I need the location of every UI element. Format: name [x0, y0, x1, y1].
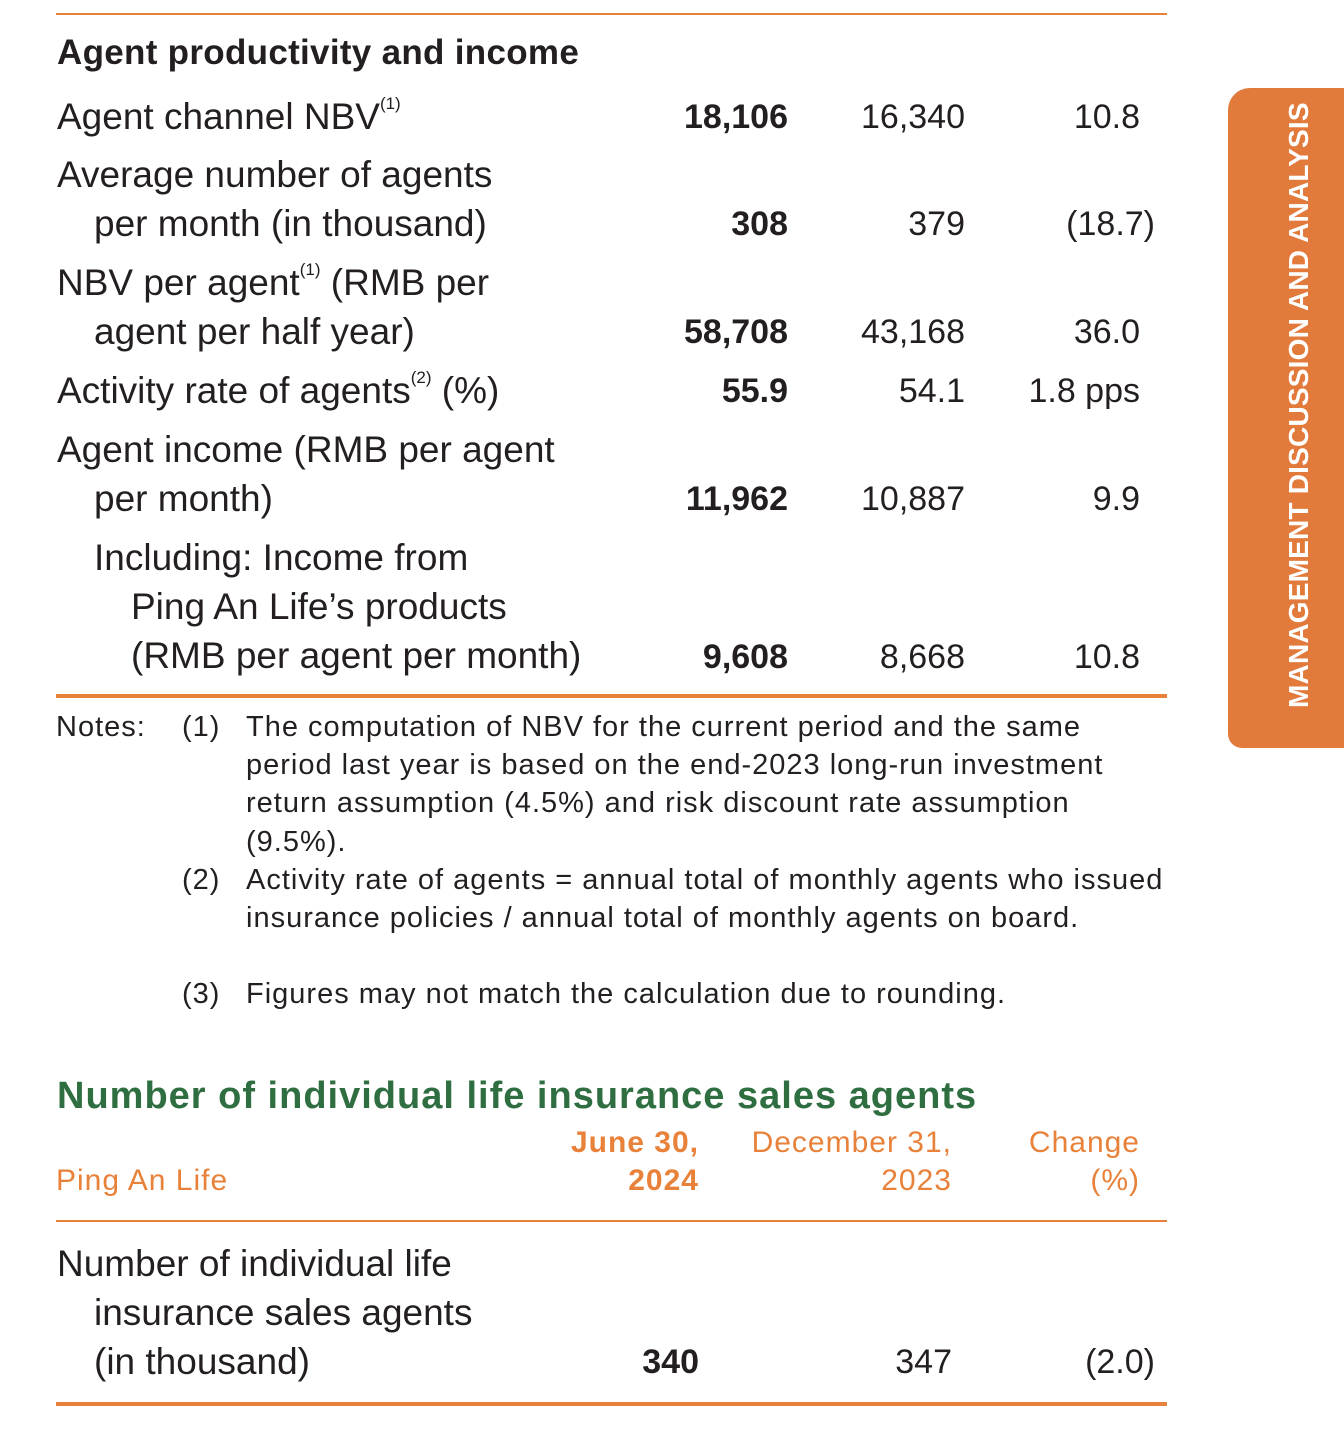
header-change: Change (%)	[1028, 1126, 1140, 1197]
value-change: (18.7)	[1066, 205, 1155, 243]
value-current: 18,106	[684, 98, 788, 136]
row-label-sales-agents: Number of individual life insurance sale…	[57, 1243, 473, 1382]
header-prior-period: December 31, 2023	[751, 1126, 952, 1197]
row-label-agent-income: Agent income (RMB per agent per month)	[57, 429, 555, 519]
notes-label: Notes:	[56, 711, 146, 743]
row-label-income-ping-an-products: Including: Income from Ping An Life’s pr…	[94, 537, 582, 676]
value-change: (2.0)	[1085, 1343, 1155, 1381]
value-current: 340	[642, 1343, 699, 1381]
row-label-average-agents: Average number of agents per month (in t…	[57, 154, 493, 244]
value-prior: 16,340	[861, 98, 965, 136]
side-tab-label: MANAGEMENT DISCUSSION AND ANALYSIS	[1283, 102, 1314, 708]
note-number: (2)	[182, 864, 221, 896]
value-prior: 379	[908, 205, 965, 243]
section-title-sales-agents: Number of individual life insurance sale…	[57, 1075, 978, 1117]
value-current: 9,608	[702, 638, 788, 676]
note-number: (1)	[182, 711, 221, 743]
note-text: The computation of NBV for the current p…	[246, 711, 1104, 858]
side-tab	[1228, 88, 1344, 748]
value-current: 11,962	[685, 480, 788, 518]
value-change: 36.0	[1073, 313, 1140, 351]
value-change: 9.9	[1092, 480, 1140, 518]
value-prior: 347	[895, 1343, 952, 1381]
value-change: 10.8	[1073, 98, 1140, 136]
note-text: Activity rate of agents = annual total o…	[246, 864, 1164, 935]
table-bottom-rule	[56, 694, 1167, 698]
value-change: 1.8 pps	[1028, 372, 1140, 410]
value-current: 308	[731, 205, 788, 243]
note-number: (3)	[182, 978, 221, 1010]
value-current: 58,708	[684, 313, 788, 351]
note-text: Figures may not match the calculation du…	[246, 978, 1007, 1010]
header-entity: Ping An Life	[56, 1164, 229, 1197]
value-change: 10.8	[1073, 638, 1140, 676]
header-current-period: June 30, 2024	[570, 1126, 699, 1197]
row-label-activity-rate: Activity rate of agents(2) (%)	[57, 368, 500, 411]
row-label-agent-channel-nbv: Agent channel NBV(1)	[57, 94, 401, 137]
table-bottom-rule	[56, 1402, 1167, 1406]
section-title-agent-productivity: Agent productivity and income	[57, 33, 580, 72]
value-prior: 43,168	[861, 313, 965, 351]
top-rule	[56, 13, 1167, 15]
value-current: 55.9	[721, 372, 788, 410]
value-prior: 10,887	[861, 480, 965, 518]
header-rule	[56, 1220, 1167, 1222]
row-label-nbv-per-agent: NBV per agent(1) (RMB per agent per half…	[57, 260, 490, 352]
value-prior: 8,668	[879, 638, 965, 676]
value-prior: 54.1	[898, 372, 965, 410]
